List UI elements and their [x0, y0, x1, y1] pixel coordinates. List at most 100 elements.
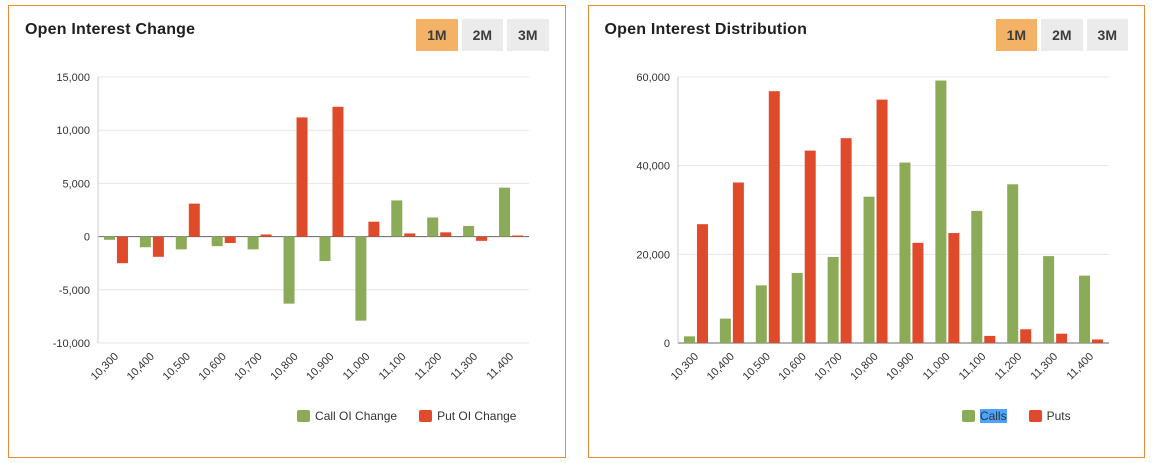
bar[interactable] — [984, 335, 996, 343]
bar[interactable] — [189, 203, 201, 237]
bar[interactable] — [1019, 329, 1031, 343]
range-3m-button[interactable]: 3M — [507, 19, 549, 51]
range-2m-button[interactable]: 2M — [1041, 19, 1083, 51]
y-tick-label: 0 — [664, 338, 670, 350]
y-tick-label: 40,000 — [636, 161, 670, 173]
bar[interactable] — [211, 236, 223, 247]
bar[interactable] — [827, 256, 839, 343]
y-tick-label: 20,000 — [636, 249, 670, 261]
x-tick-label: 10,900 — [305, 351, 337, 383]
x-tick-label: 11,400 — [485, 351, 517, 383]
range-toggle: 1M 2M 3M — [995, 19, 1128, 51]
bar[interactable] — [404, 233, 416, 237]
x-tick-label: 10,500 — [740, 351, 772, 383]
legend-item-puts[interactable]: Puts — [1028, 409, 1071, 423]
bar[interactable] — [1006, 184, 1018, 343]
x-tick-label: 11,300 — [449, 351, 481, 383]
bar[interactable] — [260, 234, 272, 237]
bar[interactable] — [840, 138, 852, 343]
bar[interactable] — [755, 285, 767, 343]
x-tick-label: 10,500 — [161, 351, 193, 383]
legend-item-calls[interactable]: Calls — [961, 409, 1007, 423]
y-tick-label: 60,000 — [636, 72, 670, 84]
x-tick-label: 11,100 — [377, 351, 409, 383]
open-interest-distribution-panel: Open Interest Distribution 1M 2M 3M 0 20,… — [587, 5, 1145, 458]
panel-title: Open Interest Distribution — [604, 21, 808, 38]
bar[interactable] — [1091, 339, 1103, 343]
bar[interactable] — [499, 187, 511, 237]
bar[interactable] — [117, 236, 129, 264]
y-tick-label: 10,000 — [57, 125, 91, 137]
bar[interactable] — [368, 221, 380, 237]
bar[interactable] — [948, 233, 960, 343]
legend-item-put-oi-change[interactable]: Put OI Change — [419, 409, 516, 423]
legend-item-call-oi-change[interactable]: Call OI Change — [297, 409, 397, 423]
range-1m-button[interactable]: 1M — [416, 19, 458, 51]
panel-header: Open Interest Distribution 1M 2M 3M — [604, 19, 1128, 51]
bar[interactable] — [247, 236, 259, 250]
open-interest-change-legend: Call OI Change Put OI Change — [297, 409, 516, 423]
y-tick-label: 0 — [84, 232, 90, 244]
x-tick-label: 10,700 — [233, 351, 265, 383]
legend-swatch — [961, 410, 975, 422]
range-1m-button[interactable]: 1M — [995, 19, 1038, 51]
x-tick-label: 11,000 — [921, 351, 953, 383]
bar[interactable] — [512, 235, 524, 237]
bar[interactable] — [176, 236, 188, 250]
bar[interactable] — [153, 236, 165, 257]
x-tick-label: 11,200 — [992, 351, 1024, 383]
bar[interactable] — [427, 217, 439, 237]
bar[interactable] — [732, 182, 744, 343]
bar[interactable] — [355, 236, 367, 321]
bar[interactable] — [719, 318, 731, 343]
bar[interactable] — [1078, 275, 1090, 343]
bar[interactable] — [683, 336, 695, 343]
bar[interactable] — [768, 91, 780, 343]
range-3m-button[interactable]: 3M — [1086, 19, 1128, 51]
bar[interactable] — [319, 236, 331, 262]
bar[interactable] — [440, 232, 452, 237]
bar[interactable] — [791, 272, 803, 343]
legend-swatch — [1028, 410, 1042, 422]
bar[interactable] — [476, 236, 488, 241]
x-tick-label: 10,300 — [89, 351, 121, 383]
x-tick-label: 11,000 — [341, 351, 373, 383]
x-tick-label: 11,300 — [1028, 351, 1060, 383]
bar[interactable] — [696, 224, 708, 343]
range-2m-button[interactable]: 2M — [461, 19, 504, 51]
bar[interactable] — [899, 162, 911, 343]
x-tick-label: 11,100 — [956, 351, 988, 383]
bar[interactable] — [283, 236, 295, 304]
bar[interactable] — [1042, 256, 1054, 343]
bar[interactable] — [104, 236, 116, 240]
range-toggle: 1M 2M 3M — [416, 19, 549, 51]
chart-area: 0 20,000 40,000 60,000 10,300 10,400 10,500 10,… — [605, 67, 1129, 451]
x-tick-label: 11,200 — [413, 351, 445, 383]
legend-label: Put OI Change — [437, 409, 517, 423]
bar[interactable] — [140, 236, 152, 248]
bar[interactable] — [912, 242, 924, 343]
x-tick-label: 10,700 — [812, 351, 844, 383]
bar[interactable] — [463, 225, 475, 237]
x-tick-label: 10,800 — [269, 351, 301, 383]
bar[interactable] — [224, 236, 236, 243]
legend-label: Puts — [1046, 409, 1071, 423]
panel-title: Open Interest Change — [25, 21, 196, 38]
bar[interactable] — [971, 210, 983, 343]
y-tick-label: 15,000 — [57, 72, 91, 84]
bar[interactable] — [332, 106, 344, 237]
bar[interactable] — [876, 99, 888, 343]
bar[interactable] — [1055, 333, 1067, 343]
y-tick-label: -10,000 — [53, 338, 90, 350]
x-tick-label: 10,900 — [884, 351, 916, 383]
panel-header: Open Interest Change 1M 2M 3M — [25, 19, 549, 51]
bar[interactable] — [391, 200, 403, 237]
bar[interactable] — [296, 117, 308, 237]
bar[interactable] — [863, 196, 875, 343]
bar[interactable] — [935, 80, 947, 344]
x-tick-label: 10,800 — [848, 351, 880, 383]
bar[interactable] — [804, 150, 816, 343]
